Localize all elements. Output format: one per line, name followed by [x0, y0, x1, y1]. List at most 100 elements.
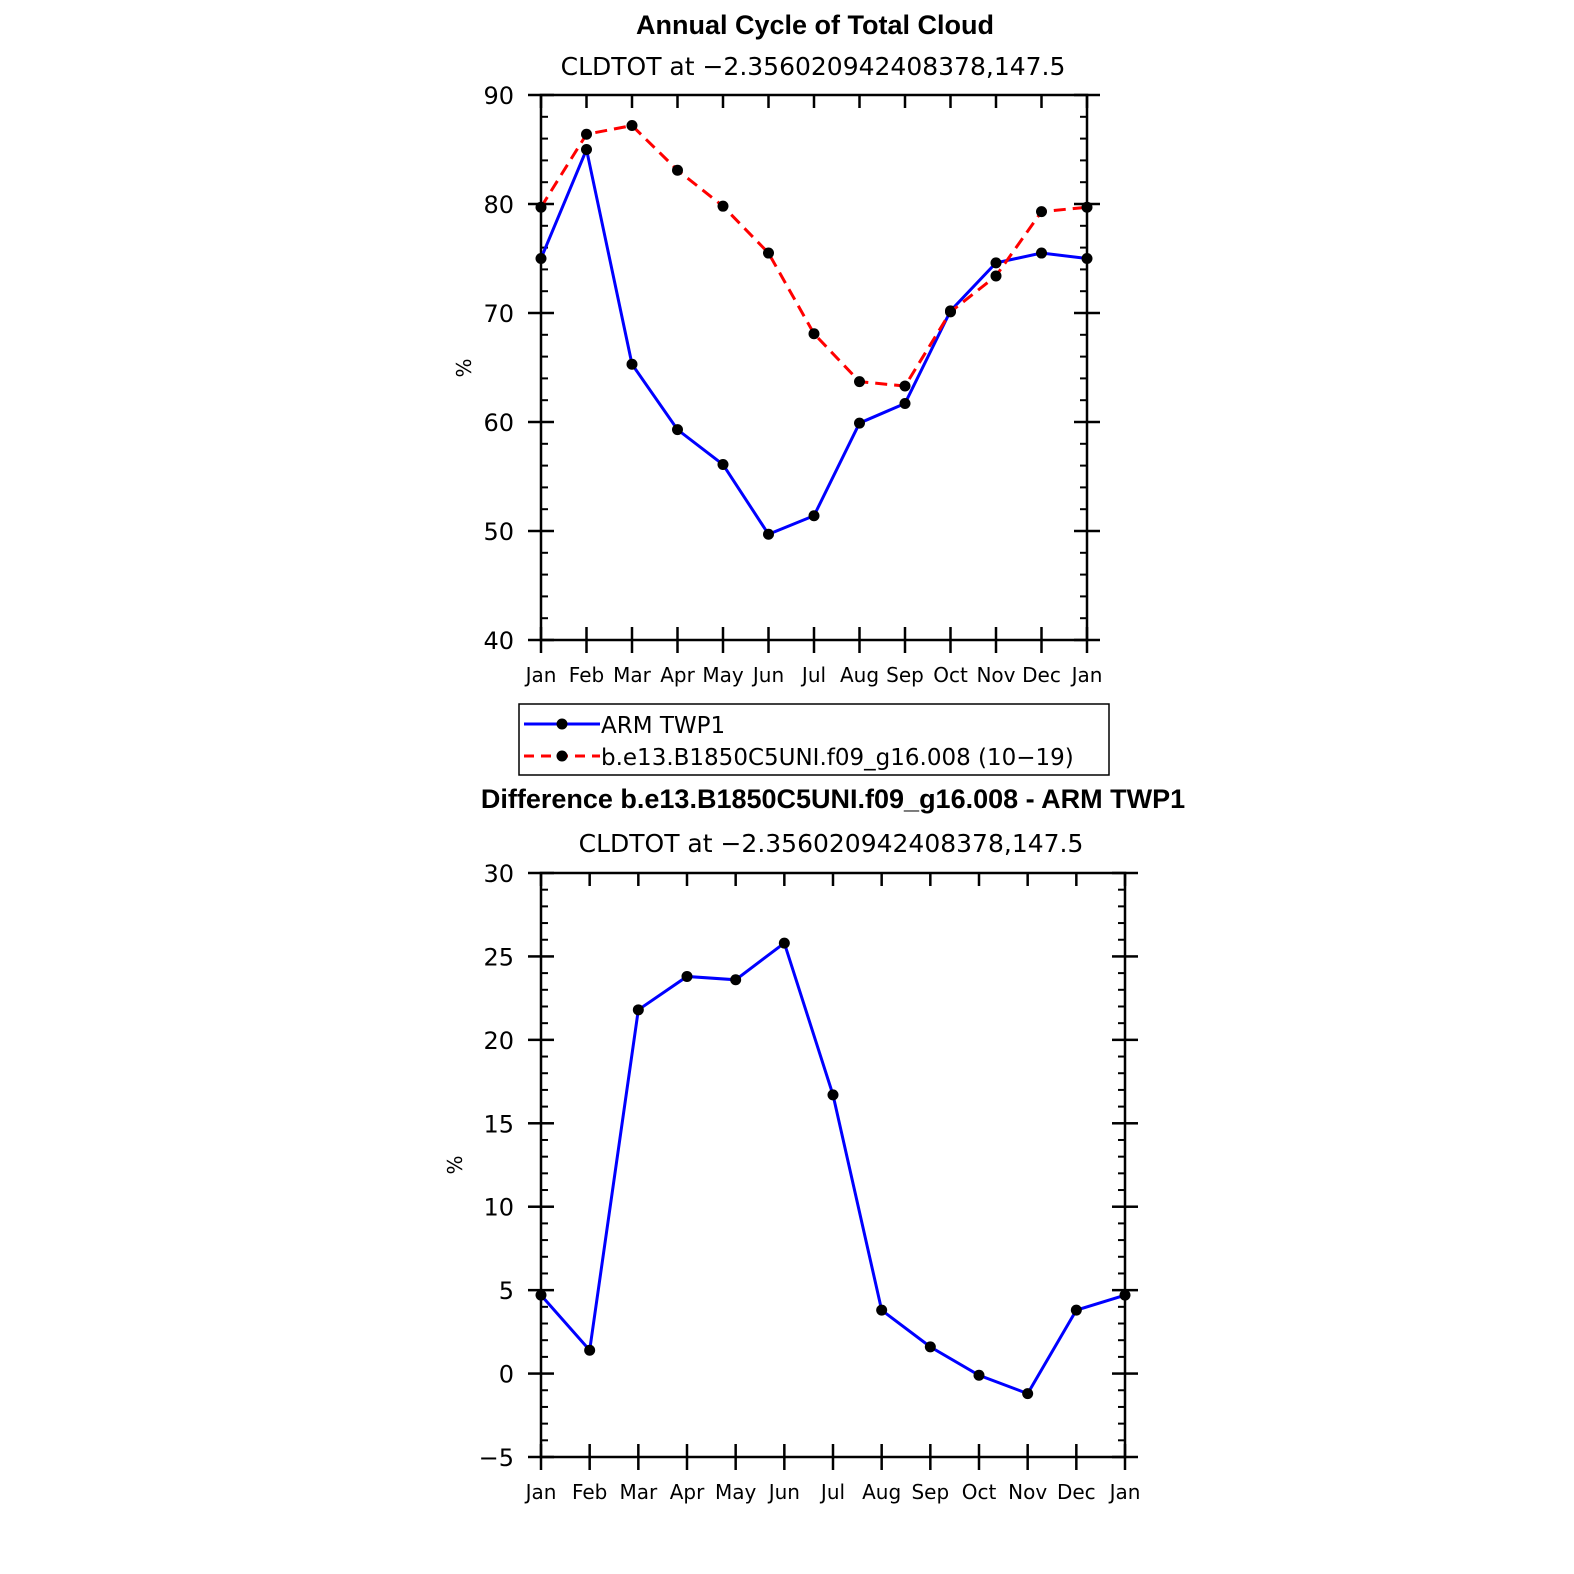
x-tick-label: Nov — [976, 663, 1015, 687]
x-tick-label: Jul — [800, 663, 826, 687]
data-point — [990, 270, 1002, 282]
data-point — [808, 328, 820, 340]
x-tick-label: Jun — [767, 1480, 800, 1504]
data-point — [945, 306, 956, 318]
data-point — [1081, 253, 1093, 264]
data-point — [854, 376, 865, 388]
data-point — [535, 1289, 547, 1301]
x-tick-label: Mar — [613, 663, 652, 687]
y-tick-label: 20 — [483, 1027, 514, 1055]
data-point — [681, 970, 693, 982]
x-tick-label: Jan — [1070, 663, 1103, 687]
data-point — [717, 459, 729, 471]
data-point — [763, 247, 774, 259]
data-point — [990, 257, 1002, 269]
x-tick-label: Oct — [933, 663, 968, 687]
data-point — [535, 253, 547, 264]
data-point — [1036, 206, 1047, 218]
x-tick-label: Jul — [819, 1480, 845, 1504]
y-tick-label: 50 — [483, 518, 514, 546]
data-point — [1070, 1304, 1082, 1316]
data-point — [581, 144, 592, 155]
x-tick-label: Sep — [886, 663, 924, 687]
x-tick-label: May — [715, 1480, 757, 1504]
data-point — [778, 937, 790, 949]
series-line-0 — [539, 940, 1126, 1396]
y-tick-label: 80 — [483, 191, 514, 219]
x-tick-label: Dec — [1057, 1480, 1096, 1504]
legend-label-arm: ARM TWP1 — [601, 713, 725, 739]
difference-chart: Difference b.e13.B1850C5UNI.f09_g16.008 … — [443, 784, 1185, 1504]
data-point — [672, 424, 683, 436]
legend: ARM TWP1 b.e13.B1850C5UNI.f09_g16.008 (1… — [518, 703, 1110, 776]
plot-frame — [539, 871, 1127, 1459]
x-tick-label: Mar — [619, 1480, 658, 1504]
y-tick-label: 90 — [483, 82, 514, 110]
axis-ticks — [528, 871, 1138, 1470]
data-point — [899, 397, 911, 409]
data-point — [924, 1341, 936, 1353]
data-point — [899, 380, 911, 392]
y-tick-label: 25 — [483, 943, 514, 971]
series-group — [535, 120, 1093, 540]
y-tick-label: 0 — [499, 1361, 514, 1389]
y-tick-label: 15 — [483, 1110, 514, 1138]
data-point — [672, 164, 683, 176]
data-point — [763, 528, 774, 540]
x-tick-label: Feb — [569, 663, 604, 687]
x-tick-label: Apr — [670, 1480, 705, 1504]
series-group — [535, 937, 1131, 1400]
data-point — [535, 201, 547, 213]
data-point — [827, 1089, 839, 1101]
data-point — [1081, 201, 1093, 213]
y-tick-label: 60 — [483, 409, 514, 437]
x-tick-label: May — [702, 663, 744, 687]
legend-label-model: b.e13.B1850C5UNI.f09_g16.008 (10−19) — [601, 745, 1074, 771]
y-tick-labels: 40 50 60 70 80 90 — [483, 82, 514, 655]
data-point — [808, 510, 820, 522]
x-tick-label: Jan — [524, 663, 557, 687]
x-tick-label: Feb — [572, 1480, 607, 1504]
data-point — [1022, 1388, 1034, 1400]
y-tick-label: −5 — [479, 1444, 514, 1472]
y-tick-label: 70 — [483, 300, 514, 328]
legend-box — [518, 703, 1110, 776]
x-tick-label: Sep — [911, 1480, 949, 1504]
data-point — [626, 120, 638, 132]
data-point — [584, 1344, 596, 1356]
y-tick-labels: −5 0 5 10 15 20 25 30 — [479, 860, 514, 1472]
data-point — [1119, 1289, 1131, 1301]
x-tick-label: Jun — [751, 663, 784, 687]
data-point — [730, 974, 742, 986]
chart-title: Annual Cycle of Total Cloud — [636, 10, 994, 40]
chart-subtitle: CLDTOT at −2.356020942408378,147.5 — [579, 829, 1084, 858]
data-point — [626, 358, 638, 370]
x-tick-label: Oct — [962, 1480, 997, 1504]
x-tick-label: Aug — [840, 663, 879, 687]
data-point — [632, 1004, 644, 1016]
data-point — [581, 128, 592, 140]
y-tick-label: 5 — [499, 1277, 514, 1305]
data-point — [876, 1304, 888, 1316]
data-point — [854, 417, 865, 429]
x-tick-label: Apr — [660, 663, 695, 687]
chart-subtitle: CLDTOT at −2.356020942408378,147.5 — [561, 52, 1066, 81]
y-tick-label: 40 — [483, 627, 514, 655]
plot-frame — [539, 93, 1089, 642]
y-axis-label: % — [452, 358, 476, 377]
legend-marker-model — [556, 750, 568, 762]
series-line-0 — [539, 144, 1088, 537]
x-tick-labels: Jan Feb Mar Apr May Jun Jul Aug Sep Oct Nov Dec Jan — [524, 663, 1103, 687]
y-tick-label: 30 — [483, 860, 514, 888]
data-point — [717, 200, 729, 212]
chart-title: Difference b.e13.B1850C5UNI.f09_g16.008 … — [481, 784, 1185, 814]
x-tick-label: Nov — [1008, 1480, 1047, 1504]
data-point — [973, 1369, 985, 1381]
series-line-1 — [539, 123, 1088, 388]
legend-marker-arm — [556, 718, 568, 730]
x-tick-label: Jan — [1108, 1480, 1141, 1504]
x-tick-label: Aug — [862, 1480, 901, 1504]
y-axis-label: % — [443, 1155, 467, 1174]
x-tick-labels: Jan Feb Mar Apr May Jun Jul Aug Sep Oct Nov Dec Jan — [524, 1480, 1141, 1504]
